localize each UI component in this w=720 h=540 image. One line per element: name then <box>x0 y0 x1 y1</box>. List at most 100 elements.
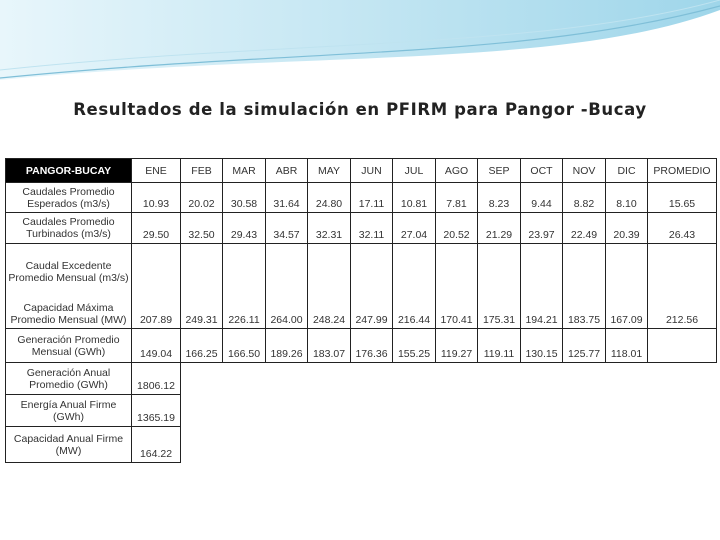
empty-cell <box>563 395 606 427</box>
swoosh-line <box>0 5 720 79</box>
empty-cell <box>436 395 478 427</box>
cell: 32.31 <box>307 212 351 244</box>
empty-cell <box>435 243 478 301</box>
cell: 24.80 <box>307 182 351 213</box>
header-cell: FEB <box>180 158 223 183</box>
cell: 31.64 <box>265 182 308 213</box>
cell: 249.31 <box>180 300 223 329</box>
empty-cell <box>223 395 266 427</box>
cell: 130.15 <box>520 328 563 363</box>
header-cell: AGO <box>435 158 478 183</box>
empty-cell <box>393 363 436 395</box>
header-cell: ENE <box>131 158 181 183</box>
decoration <box>0 0 720 80</box>
empty-cell <box>648 427 717 463</box>
cell: 125.77 <box>562 328 606 363</box>
cell: 21.29 <box>477 212 521 244</box>
results-table: PANGOR-BUCAY ENE FEB MAR ABR MAY JUN JUL AGO SEP O… <box>5 158 717 463</box>
empty-cell <box>478 363 521 395</box>
header-cell: DIC <box>605 158 648 183</box>
header-cell: JUL <box>392 158 436 183</box>
swoosh-line <box>0 0 720 71</box>
cell: 248.24 <box>307 300 351 329</box>
row: Generación Promedio Mensual (GWh) 149.04 1… <box>5 328 717 363</box>
cell: 216.44 <box>392 300 436 329</box>
cell: 29.50 <box>131 212 181 244</box>
title: Resultados de la simulación en PFIRM par… <box>73 100 647 119</box>
cell: 167.09 <box>605 300 648 329</box>
empty-cell <box>266 395 308 427</box>
cell: 183.75 <box>562 300 606 329</box>
cell: 30.58 <box>222 182 266 213</box>
row: Energía Anual Firme (GWh) 1365.19 <box>5 394 717 427</box>
empty-cell <box>521 395 563 427</box>
cell: 10.93 <box>131 182 181 213</box>
header-cell: NOV <box>562 158 606 183</box>
row-label: Energía Anual Firme (GWh) <box>5 394 132 427</box>
header-cell: OCT <box>520 158 563 183</box>
empty-cell <box>181 427 223 463</box>
empty-cell <box>266 427 308 463</box>
cell: 155.25 <box>392 328 436 363</box>
cell: 20.52 <box>435 212 478 244</box>
empty-cell <box>180 243 223 301</box>
empty-cell <box>477 243 521 301</box>
header-cell: MAY <box>307 158 351 183</box>
cell: 20.02 <box>180 182 223 213</box>
row-label: Caudales Promedio Esperados (m3/s) <box>5 182 132 213</box>
empty-cell <box>223 363 266 395</box>
empty-cell <box>648 363 717 395</box>
cell: 32.11 <box>350 212 393 244</box>
empty-cell <box>605 243 648 301</box>
header-cell: SEP <box>477 158 521 183</box>
header-cell: MAR <box>222 158 266 183</box>
cell: 1365.19 <box>131 394 181 427</box>
cell: 15.65 <box>647 182 717 213</box>
cell: 26.43 <box>647 212 717 244</box>
cell: 10.81 <box>392 182 436 213</box>
empty-cell <box>520 243 563 301</box>
cell: 32.50 <box>180 212 223 244</box>
empty-cell <box>223 427 266 463</box>
empty-cell <box>351 395 393 427</box>
row: Caudales Promedio Esperados (m3/s) 10.93 2… <box>5 182 717 213</box>
cell: 118.01 <box>605 328 648 363</box>
empty-cell <box>478 427 521 463</box>
cell: 9.44 <box>520 182 563 213</box>
row: Capacidad Anual Firme (MW) 164.22 <box>5 426 717 463</box>
cell: 8.23 <box>477 182 521 213</box>
cell: 20.39 <box>605 212 648 244</box>
empty-cell <box>606 363 648 395</box>
cell: 17.11 <box>350 182 393 213</box>
cell: 119.11 <box>477 328 521 363</box>
empty-cell <box>393 427 436 463</box>
empty-cell <box>648 395 717 427</box>
empty-cell <box>266 363 308 395</box>
empty-cell <box>265 243 308 301</box>
cell: 1806.12 <box>131 362 181 395</box>
empty-cell <box>436 363 478 395</box>
empty-cell <box>351 363 393 395</box>
cell: 166.25 <box>180 328 223 363</box>
swoosh <box>0 0 720 80</box>
row: Generación Anual Promedio (GWh) 1806.12 <box>5 362 717 395</box>
cell: 226.11 <box>222 300 266 329</box>
cell: 22.49 <box>562 212 606 244</box>
cell: 27.04 <box>392 212 436 244</box>
header-cell: ABR <box>265 158 308 183</box>
row: Caudales Promedio Turbinados (m3/s) 29.50… <box>5 212 717 244</box>
empty-cell <box>478 395 521 427</box>
cell: 212.56 <box>647 300 717 329</box>
row-label: Generación Anual Promedio (GWh) <box>5 362 132 395</box>
cell: 8.10 <box>605 182 648 213</box>
cell: 264.00 <box>265 300 308 329</box>
empty-cell <box>350 243 393 301</box>
cell: 7.81 <box>435 182 478 213</box>
empty-cell <box>222 243 266 301</box>
empty-cell <box>308 427 351 463</box>
cell: 149.04 <box>131 328 181 363</box>
empty-cell <box>436 427 478 463</box>
empty-cell <box>521 427 563 463</box>
cell: 247.99 <box>350 300 393 329</box>
